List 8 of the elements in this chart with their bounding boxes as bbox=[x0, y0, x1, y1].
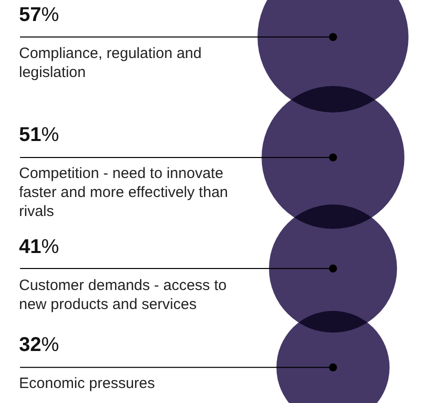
category-label: Customer demands - access to new products and services bbox=[19, 276, 228, 314]
data-label: 51% bbox=[19, 124, 60, 146]
data-label: 41% bbox=[19, 236, 60, 258]
category-label: Economic pressures bbox=[19, 374, 156, 394]
category-label: Competition - need to innovate faster and more effectively than rivals bbox=[19, 164, 230, 222]
data-label: 32% bbox=[19, 334, 60, 356]
category-label: Compliance, regulation and legislation bbox=[19, 44, 203, 82]
data-label: 57% bbox=[19, 4, 60, 26]
